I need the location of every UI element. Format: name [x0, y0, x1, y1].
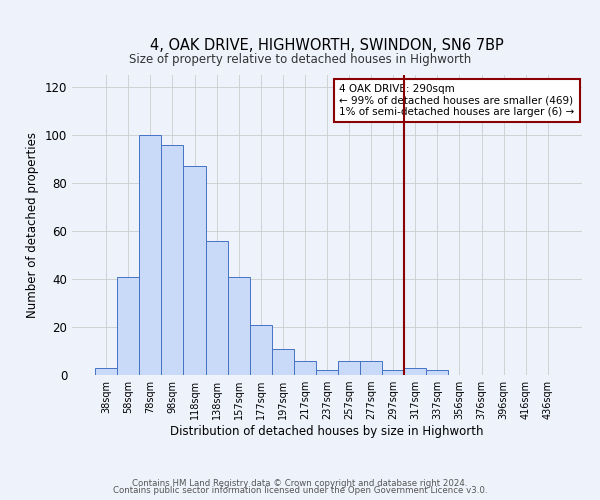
- Bar: [316, 370, 338, 375]
- Bar: [382, 370, 404, 375]
- Bar: [117, 276, 139, 375]
- Text: Contains HM Land Registry data © Crown copyright and database right 2024.: Contains HM Land Registry data © Crown c…: [132, 478, 468, 488]
- Bar: [338, 360, 360, 375]
- Y-axis label: Number of detached properties: Number of detached properties: [26, 132, 39, 318]
- Bar: [360, 360, 382, 375]
- Bar: [427, 370, 448, 375]
- X-axis label: Distribution of detached houses by size in Highworth: Distribution of detached houses by size …: [170, 425, 484, 438]
- Bar: [250, 324, 272, 375]
- Text: Size of property relative to detached houses in Highworth: Size of property relative to detached ho…: [129, 52, 471, 66]
- Bar: [184, 166, 206, 375]
- Bar: [139, 135, 161, 375]
- Bar: [95, 368, 117, 375]
- Bar: [206, 240, 227, 375]
- Bar: [294, 360, 316, 375]
- Text: Contains public sector information licensed under the Open Government Licence v3: Contains public sector information licen…: [113, 486, 487, 495]
- Bar: [272, 348, 294, 375]
- Text: 4 OAK DRIVE: 290sqm
← 99% of detached houses are smaller (469)
1% of semi-detach: 4 OAK DRIVE: 290sqm ← 99% of detached ho…: [339, 84, 574, 117]
- Bar: [161, 144, 184, 375]
- Bar: [227, 276, 250, 375]
- Title: 4, OAK DRIVE, HIGHWORTH, SWINDON, SN6 7BP: 4, OAK DRIVE, HIGHWORTH, SWINDON, SN6 7B…: [150, 38, 504, 53]
- Bar: [404, 368, 427, 375]
